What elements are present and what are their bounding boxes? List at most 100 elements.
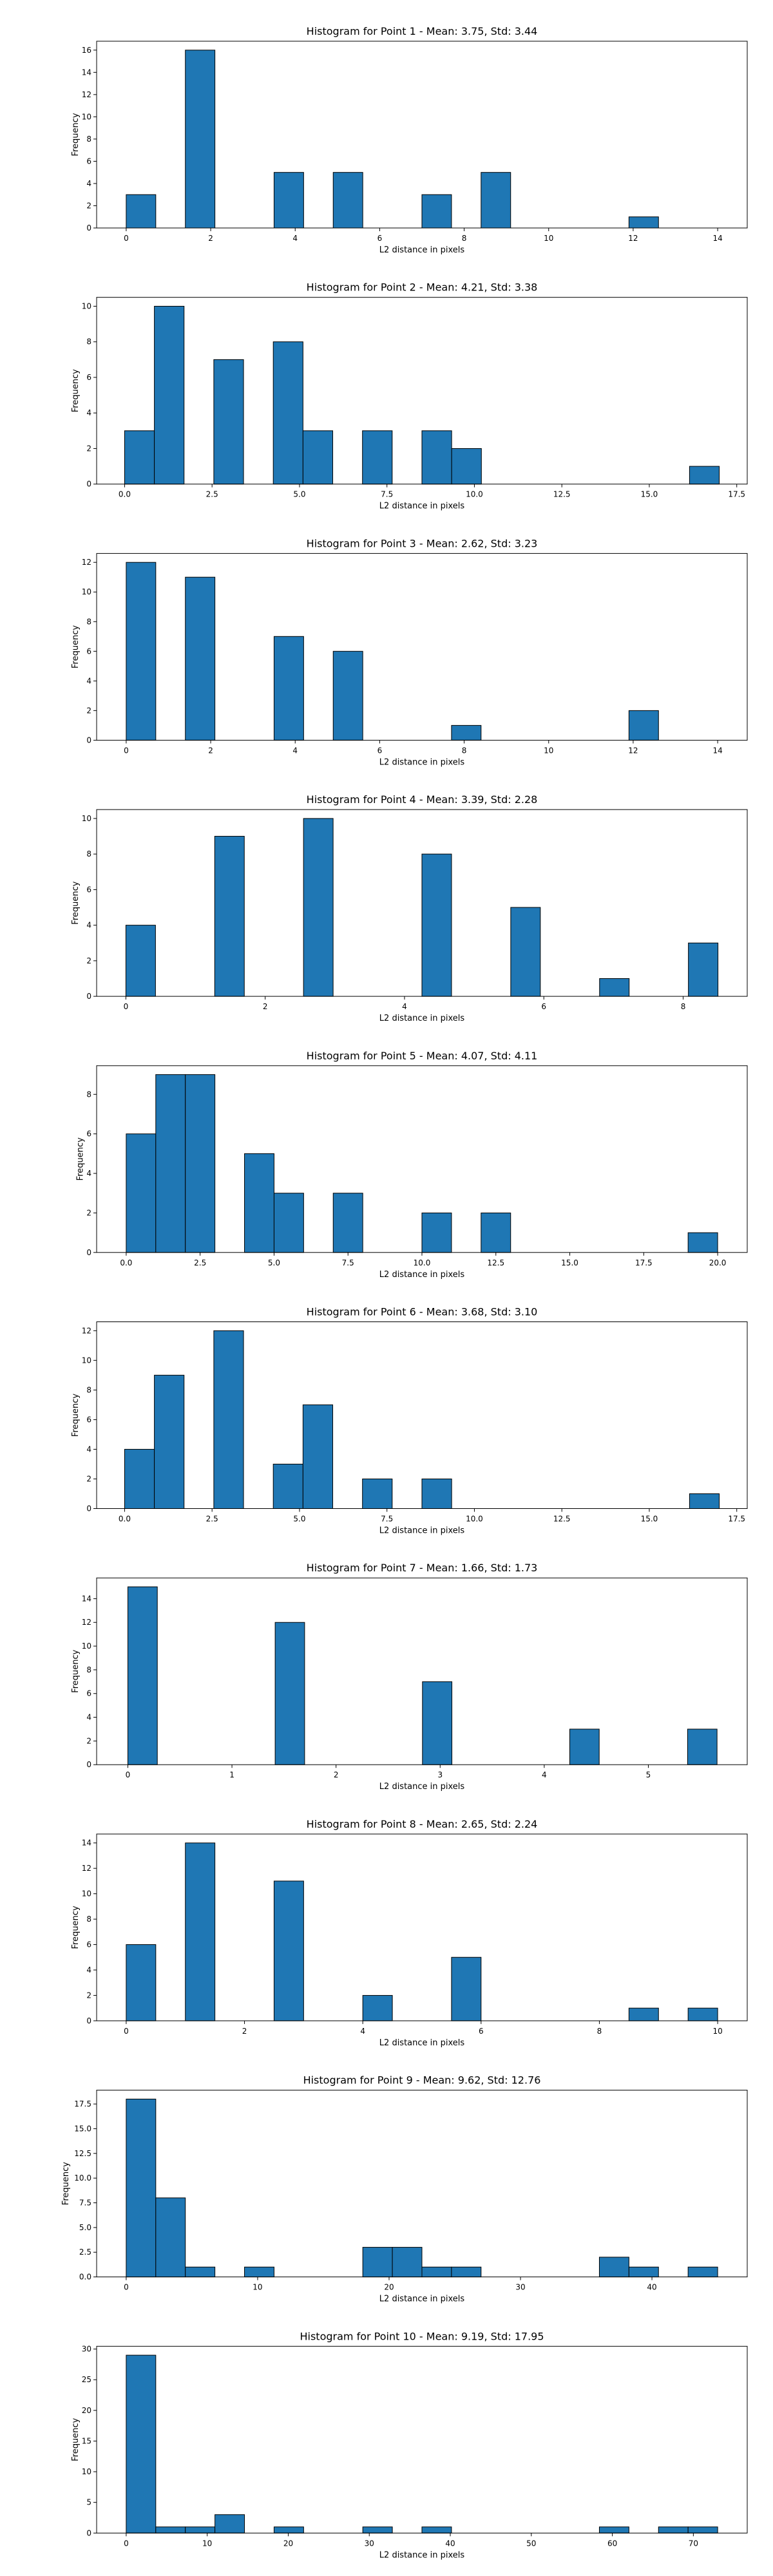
x-tick-label: 20.0 [709, 1258, 727, 1267]
x-axis-label: L2 distance in pixels [379, 1782, 465, 1792]
y-tick-label: 12 [82, 1326, 91, 1335]
y-tick-label: 20 [82, 2406, 91, 2415]
x-tick-label: 0.0 [119, 490, 131, 499]
y-tick-label: 0 [86, 480, 91, 489]
y-axis-label: Frequency [71, 625, 81, 668]
y-tick-label: 8 [86, 1385, 91, 1394]
histogram-bar [155, 1074, 186, 1253]
x-tick-label: 4 [360, 2027, 365, 2036]
histogram-panel-5: Histogram for Point 5 - Mean: 4.07, Std:… [76, 1050, 748, 1280]
y-tick-label: 6 [86, 647, 91, 656]
histogram-bar [392, 2247, 423, 2278]
y-tick-label: 0 [86, 735, 91, 744]
x-tick-label: 2.5 [194, 1258, 206, 1267]
y-tick-label: 8 [86, 1090, 91, 1099]
x-tick-label: 6 [377, 234, 383, 243]
x-tick-label: 4 [292, 234, 298, 243]
y-tick-label: 14 [82, 68, 91, 77]
y-tick-label: 6 [86, 1415, 91, 1424]
histogram-bar [126, 1944, 157, 2022]
plot-frame [96, 809, 748, 997]
x-axis-label: L2 distance in pixels [379, 2295, 465, 2304]
histogram-bar [599, 978, 630, 997]
histogram-bar [481, 172, 511, 229]
y-tick-label: 12 [82, 90, 91, 99]
histogram-bar [126, 2354, 157, 2533]
x-tick-label: 7.5 [381, 1515, 393, 1524]
histogram-bar [362, 1994, 393, 2022]
y-tick-label: 12 [82, 1864, 91, 1873]
histogram-bar [244, 1153, 274, 1253]
y-tick-label: 8 [86, 1665, 91, 1674]
x-tick-label: 10.0 [466, 1515, 483, 1524]
histogram-bar [185, 1842, 216, 2022]
histogram-bar [687, 1232, 718, 1253]
histogram-bar [126, 562, 157, 741]
y-axis-label: Frequency [71, 2418, 81, 2461]
y-axis-label: Frequency [71, 1906, 81, 1949]
histogram-bar [421, 853, 452, 997]
x-tick-label: 2 [208, 746, 213, 755]
y-tick-label: 10 [82, 2467, 91, 2476]
x-tick-label: 5 [646, 1770, 651, 1779]
histogram-bar [687, 1728, 718, 1765]
y-tick-label: 6 [86, 156, 91, 166]
x-tick-label: 2.5 [206, 1515, 218, 1524]
plot-frame [96, 41, 748, 229]
x-tick-label: 12.5 [553, 490, 571, 499]
chart-title: Histogram for Point 4 - Mean: 3.39, Std:… [307, 793, 538, 806]
plot-frame [96, 1833, 748, 2022]
histogram-panel-1: Histogram for Point 1 - Mean: 3.75, Std:… [71, 25, 748, 255]
y-axis-label: Frequency [71, 1394, 81, 1437]
y-tick-label: 10 [82, 302, 91, 311]
x-tick-label: 17.5 [635, 1258, 653, 1267]
y-tick-label: 0.0 [79, 2273, 91, 2282]
y-tick-label: 0 [86, 992, 91, 1001]
y-tick-label: 0 [86, 2528, 91, 2537]
y-tick-label: 2 [86, 1208, 91, 1217]
x-tick-label: 12.5 [553, 1515, 571, 1524]
y-tick-label: 10 [82, 1356, 91, 1365]
plot-frame [96, 297, 748, 485]
histogram-bar [302, 430, 334, 485]
y-tick-label: 6 [86, 885, 91, 894]
x-tick-label: 0 [124, 2539, 129, 2548]
x-tick-label: 20 [384, 2283, 394, 2292]
histogram-bar [213, 1330, 244, 1510]
histogram-panel-10: Histogram for Point 10 - Mean: 9.19, Std… [71, 2330, 748, 2560]
x-tick-label: 5.0 [293, 490, 305, 499]
x-tick-label: 2.5 [206, 490, 218, 499]
x-tick-label: 7.5 [342, 1258, 354, 1267]
y-tick-label: 8 [86, 617, 91, 626]
histogram-bar [126, 1133, 157, 1253]
x-tick-label: 10.0 [414, 1258, 431, 1267]
x-tick-label: 70 [689, 2539, 698, 2548]
y-tick-label: 10 [82, 1889, 91, 1899]
y-tick-label: 12 [82, 558, 91, 567]
y-tick-label: 8 [86, 849, 91, 858]
histogram-panel-8: Histogram for Point 8 - Mean: 2.65, Std:… [71, 1818, 748, 2048]
x-tick-label: 2 [242, 2027, 247, 2036]
x-tick-label: 14 [712, 746, 722, 755]
histogram-bar [687, 2266, 718, 2278]
x-tick-label: 3 [437, 1770, 443, 1779]
histogram-bar [421, 2526, 452, 2533]
histogram-bar [421, 2266, 452, 2278]
y-tick-label: 4 [86, 921, 91, 930]
x-tick-label: 6 [541, 1002, 546, 1011]
x-axis-label: L2 distance in pixels [379, 1270, 465, 1280]
histogram-bar [185, 1074, 216, 1253]
histogram-bar [127, 1586, 158, 1765]
x-axis-label: L2 distance in pixels [379, 1526, 465, 1536]
x-axis-label: L2 distance in pixels [379, 2550, 465, 2560]
x-tick-label: 2 [334, 1770, 339, 1779]
chart-title: Histogram for Point 10 - Mean: 9.19, Std… [300, 2330, 544, 2342]
y-tick-label: 5 [86, 2498, 91, 2507]
x-tick-label: 20 [283, 2539, 293, 2548]
histogram-bar [185, 50, 216, 229]
x-tick-label: 17.5 [728, 1515, 745, 1524]
histogram-bar [362, 1478, 393, 1510]
histogram-bar [126, 194, 157, 229]
histogram-bar [598, 2526, 629, 2533]
